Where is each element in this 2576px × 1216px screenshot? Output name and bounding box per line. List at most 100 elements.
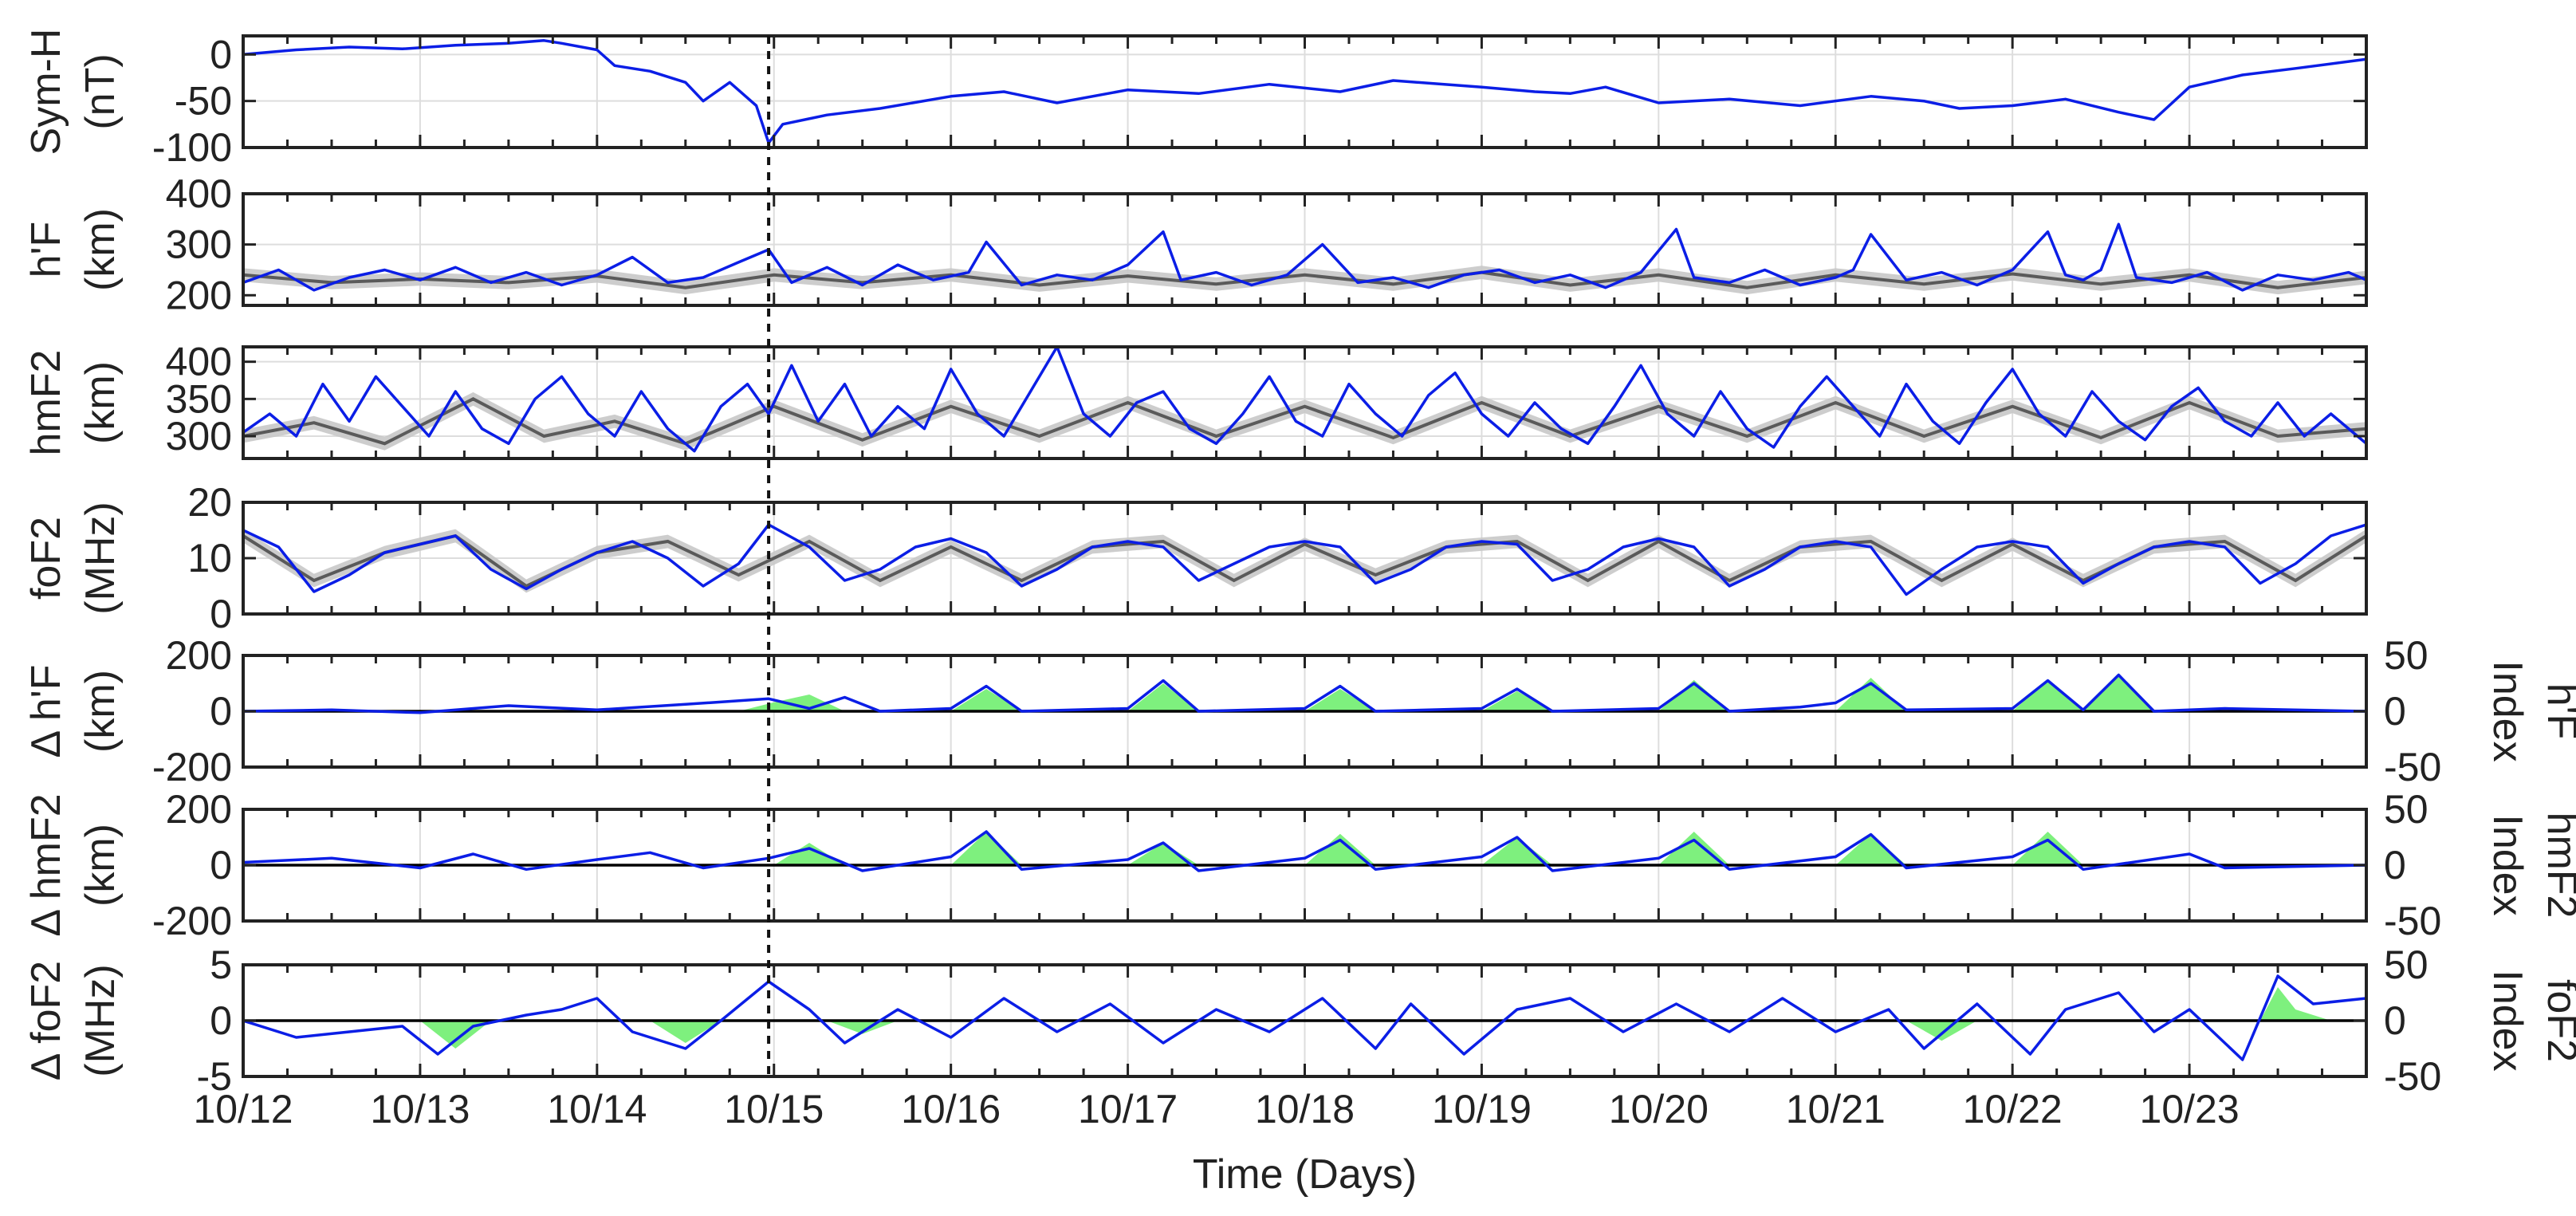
y-label-line: (MHz) [77, 502, 124, 615]
right-y-label-line: Index [2484, 814, 2531, 915]
right-y-tick-label: -50 [2384, 1054, 2441, 1099]
y-label-line: (MHz) [77, 964, 124, 1077]
panel-sym_h: 0-50-100 Sym-H (nT) [23, 29, 2368, 170]
y-tick-label: 300 [166, 414, 232, 458]
median-line [243, 397, 2366, 446]
y-label-line: Sym-H [23, 29, 69, 155]
right-y-axis-label: Index hmF2 [2484, 813, 2576, 919]
y-tick-label: 0 [210, 592, 232, 636]
panel-frame [242, 501, 2368, 616]
right-y-label-line: Index [2484, 970, 2531, 1071]
y-label-line: h'F [23, 222, 69, 278]
y-axis-label: Sym-H (nT) [23, 29, 124, 155]
y-axis-label: Δ hmF2 (km) [23, 793, 124, 936]
right-y-axis-label: Index h'F [2484, 660, 2576, 761]
y-tick-label: 0 [210, 843, 232, 887]
right-y-tick-label: -50 [2384, 899, 2441, 943]
y-tick-label: 0 [210, 32, 232, 77]
panel-frame [242, 345, 2368, 460]
x-tick-label: 10/14 [547, 1087, 647, 1131]
y-label-line: foF2 [23, 517, 69, 600]
y-axis-label: h'F (km) [23, 208, 124, 291]
y-tick-label: -200 [152, 899, 232, 943]
panel-fof2: 0 10 20 foF2 (MHz) [23, 480, 2368, 636]
y-tick-label: -5 [197, 1054, 232, 1099]
right-y-label-line: hmF2 [2539, 813, 2576, 919]
y-tick-label: -100 [152, 125, 232, 170]
y-axis-label: hmF2 (km) [23, 350, 124, 456]
y-tick-label: 300 [166, 222, 232, 267]
panel-frame [242, 808, 2368, 923]
right-y-axis-label: Index foF2 [2484, 970, 2576, 1071]
y-label-line: (km) [77, 208, 124, 291]
y-axis-label: Δ foF2 (MHz) [23, 961, 124, 1080]
x-tick-label: 10/19 [1432, 1087, 1532, 1131]
y-tick-label: 200 [166, 787, 232, 832]
right-y-label-line: foF2 [2539, 979, 2576, 1062]
y-tick-label: 20 [187, 480, 232, 525]
observed-line [243, 523, 2366, 596]
y-tick-label: 10 [187, 536, 232, 580]
right-y-tick-label: 50 [2384, 633, 2429, 678]
median-band [243, 266, 2366, 295]
x-tick-label: 10/20 [1609, 1087, 1709, 1131]
y-tick-label: 0 [210, 998, 232, 1043]
y-label-line: (km) [77, 824, 124, 907]
x-tick-label: 10/18 [1255, 1087, 1355, 1131]
x-tick-label: 10/23 [2140, 1087, 2240, 1131]
x-axis-label: Time (Days) [1193, 1151, 1417, 1198]
panel-frame [242, 654, 2368, 769]
right-y-tick-label: -50 [2384, 745, 2441, 789]
y-tick-label: -50 [175, 79, 232, 124]
x-tick-label: 10/17 [1078, 1087, 1178, 1131]
y-label-line: (nT) [77, 53, 124, 129]
observed-line [243, 673, 2366, 714]
right-y-tick-label: 50 [2384, 942, 2429, 987]
y-label-line: hmF2 [23, 350, 69, 456]
x-tick-label: 10/16 [901, 1087, 1001, 1131]
observed-line [243, 830, 2366, 872]
right-y-label-line: Index [2484, 660, 2531, 761]
panel-frame [242, 34, 2368, 149]
panel-frame [242, 963, 2368, 1078]
x-tick-label: 10/12 [193, 1087, 293, 1131]
x-tick-label: 10/13 [370, 1087, 470, 1131]
right-y-tick-label: 0 [2384, 998, 2406, 1043]
y-label-line: (km) [77, 361, 124, 444]
right-y-tick-label: 0 [2384, 843, 2406, 887]
y-tick-label: 0 [210, 689, 232, 734]
panel-delta_hmf2: -200 0 200 -50 0 50 Index hmF2 Δ hmF2 (km) [23, 787, 2576, 943]
y-axis-label: Δ h'F (km) [23, 665, 124, 758]
panel-hprime_f: 200 300 400 h'F (km) [23, 171, 2368, 317]
observed-line [243, 347, 2366, 453]
x-tick-label: 10/22 [1963, 1087, 2063, 1131]
right-y-tick-label: 0 [2384, 689, 2406, 734]
observed-line [243, 222, 2366, 292]
y-tick-label: 5 [210, 942, 232, 987]
y-tick-label: 200 [166, 273, 232, 317]
y-tick-label: 400 [166, 171, 232, 216]
y-tick-label: 200 [166, 633, 232, 678]
y-label-line: Δ foF2 [23, 961, 69, 1080]
right-y-label-line: h'F [2539, 683, 2576, 740]
y-label-line: Δ hmF2 [23, 793, 69, 936]
x-tick-label: 10/15 [724, 1087, 824, 1131]
x-tick-label: 10/21 [1786, 1087, 1886, 1131]
observed-line [243, 39, 2366, 144]
y-tick-label: 400 [166, 340, 232, 384]
index-fill-area [243, 987, 2366, 1049]
y-label-line: (km) [77, 670, 124, 753]
x-axis-layer: Time (Days) 10/12 10/13 10/14 10/15 10/16 10/… [193, 1087, 2239, 1198]
y-label-line: Δ h'F [23, 665, 69, 758]
y-axis-label: foF2 (MHz) [23, 502, 124, 615]
y-tick-label: -200 [152, 745, 232, 789]
panel-delta_hprime_f: -200 0 200 -50 0 50 Index h'F Δ h'F (km) [23, 633, 2576, 789]
right-y-tick-label: 50 [2384, 787, 2429, 832]
y-tick-label: 350 [166, 376, 232, 421]
panel-frame [242, 192, 2368, 307]
observed-line [243, 974, 2366, 1061]
